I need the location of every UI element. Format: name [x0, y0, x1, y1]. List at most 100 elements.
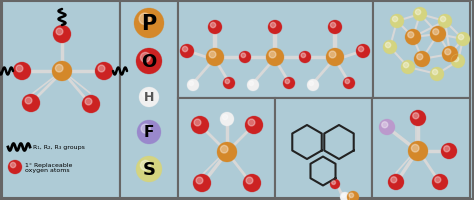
Text: S: S [143, 160, 155, 178]
Bar [373, 2, 470, 99]
Circle shape [193, 174, 211, 192]
Circle shape [217, 142, 237, 162]
Circle shape [247, 80, 259, 92]
Circle shape [408, 141, 428, 161]
Circle shape [309, 82, 314, 86]
Circle shape [283, 78, 295, 90]
Text: P: P [141, 14, 156, 34]
Circle shape [301, 54, 306, 58]
Circle shape [453, 57, 459, 62]
Circle shape [340, 192, 350, 200]
Circle shape [82, 96, 100, 113]
Circle shape [383, 41, 397, 55]
Circle shape [342, 194, 346, 198]
Circle shape [435, 177, 441, 183]
Circle shape [249, 82, 254, 86]
Circle shape [410, 110, 426, 126]
Circle shape [85, 99, 92, 105]
Circle shape [430, 27, 446, 43]
Circle shape [405, 30, 421, 46]
Circle shape [356, 45, 370, 59]
Circle shape [456, 33, 470, 47]
Text: H: H [144, 91, 154, 104]
Text: 1° Replaceable
oxygen atoms: 1° Replaceable oxygen atoms [25, 162, 73, 173]
Circle shape [189, 82, 193, 86]
Circle shape [326, 49, 344, 67]
Circle shape [196, 177, 203, 184]
Circle shape [285, 80, 290, 84]
Circle shape [223, 78, 235, 90]
Circle shape [413, 113, 419, 119]
Bar [275, 99, 372, 198]
Circle shape [180, 45, 194, 59]
Circle shape [268, 21, 282, 35]
Circle shape [403, 63, 409, 68]
Text: O: O [141, 53, 156, 71]
Circle shape [328, 21, 342, 35]
Circle shape [136, 49, 162, 75]
Bar [178, 99, 275, 198]
Circle shape [208, 21, 222, 35]
Circle shape [137, 120, 161, 144]
Circle shape [139, 88, 159, 107]
Circle shape [332, 181, 336, 185]
Circle shape [385, 43, 391, 48]
Circle shape [210, 23, 216, 29]
Circle shape [55, 65, 63, 73]
Bar [120, 2, 178, 198]
Circle shape [136, 156, 162, 182]
Circle shape [379, 119, 395, 135]
Circle shape [307, 80, 319, 92]
Circle shape [415, 10, 421, 16]
Circle shape [411, 145, 419, 152]
Circle shape [239, 52, 251, 64]
Circle shape [266, 49, 284, 67]
Circle shape [140, 161, 150, 170]
Circle shape [98, 66, 105, 73]
Circle shape [330, 179, 340, 189]
Circle shape [401, 61, 415, 75]
Circle shape [141, 124, 150, 134]
Circle shape [432, 174, 448, 190]
Circle shape [441, 143, 457, 159]
Circle shape [134, 9, 164, 39]
Circle shape [382, 122, 388, 128]
Circle shape [345, 80, 350, 84]
Circle shape [52, 62, 72, 82]
Circle shape [349, 193, 354, 198]
Circle shape [140, 53, 150, 63]
Circle shape [414, 52, 430, 68]
Circle shape [269, 52, 276, 59]
Text: R₁, R₂, R₃ groups: R₁, R₂, R₃ groups [33, 145, 85, 150]
Circle shape [139, 14, 151, 25]
Circle shape [245, 116, 263, 134]
Circle shape [220, 112, 234, 126]
Bar [178, 2, 373, 99]
Circle shape [391, 177, 397, 183]
Circle shape [388, 174, 404, 190]
Circle shape [358, 47, 364, 52]
Circle shape [432, 70, 438, 75]
Circle shape [330, 23, 336, 29]
Circle shape [191, 116, 209, 134]
Circle shape [248, 119, 255, 126]
Circle shape [343, 78, 355, 90]
Circle shape [187, 80, 199, 92]
Circle shape [225, 80, 229, 84]
Circle shape [142, 91, 150, 99]
Circle shape [10, 163, 16, 168]
Circle shape [347, 191, 359, 200]
Circle shape [206, 49, 224, 67]
Circle shape [299, 52, 311, 64]
Circle shape [445, 49, 451, 56]
Circle shape [209, 52, 216, 59]
Circle shape [25, 98, 32, 104]
Circle shape [53, 26, 71, 44]
Circle shape [329, 52, 336, 59]
Circle shape [440, 17, 446, 23]
Circle shape [390, 15, 404, 29]
Circle shape [458, 35, 464, 40]
Circle shape [8, 160, 22, 174]
Text: F: F [144, 125, 154, 140]
Circle shape [220, 146, 228, 153]
